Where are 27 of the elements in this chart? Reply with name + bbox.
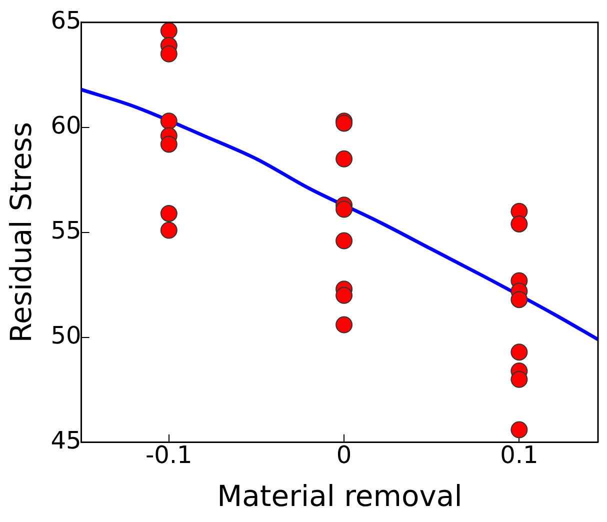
point xyxy=(160,22,178,40)
point xyxy=(336,316,353,334)
point xyxy=(510,291,528,308)
point xyxy=(160,136,178,153)
y-axis-title: Residual Stress xyxy=(4,122,38,343)
point xyxy=(336,200,353,218)
point xyxy=(160,222,178,239)
point xyxy=(160,112,178,130)
point xyxy=(336,150,353,168)
y-tick-label: 60 xyxy=(50,112,82,140)
point xyxy=(160,45,178,62)
x-tick-label: 0 xyxy=(336,441,352,470)
point xyxy=(336,286,353,304)
point xyxy=(336,232,353,250)
x-tick-label: -0.1 xyxy=(145,441,192,470)
y-tick-label: 50 xyxy=(50,322,82,350)
point xyxy=(510,344,528,361)
point xyxy=(510,370,528,388)
y-tick-label: 65 xyxy=(50,6,82,35)
line-series xyxy=(81,88,598,342)
x-axis-title: Material removal xyxy=(217,479,462,514)
point xyxy=(160,205,178,222)
point xyxy=(510,421,528,438)
x-tick-label: 0.1 xyxy=(500,441,538,470)
point xyxy=(510,216,528,232)
y-tick-label: 55 xyxy=(50,216,82,245)
y-tick-label: 45 xyxy=(50,426,82,455)
